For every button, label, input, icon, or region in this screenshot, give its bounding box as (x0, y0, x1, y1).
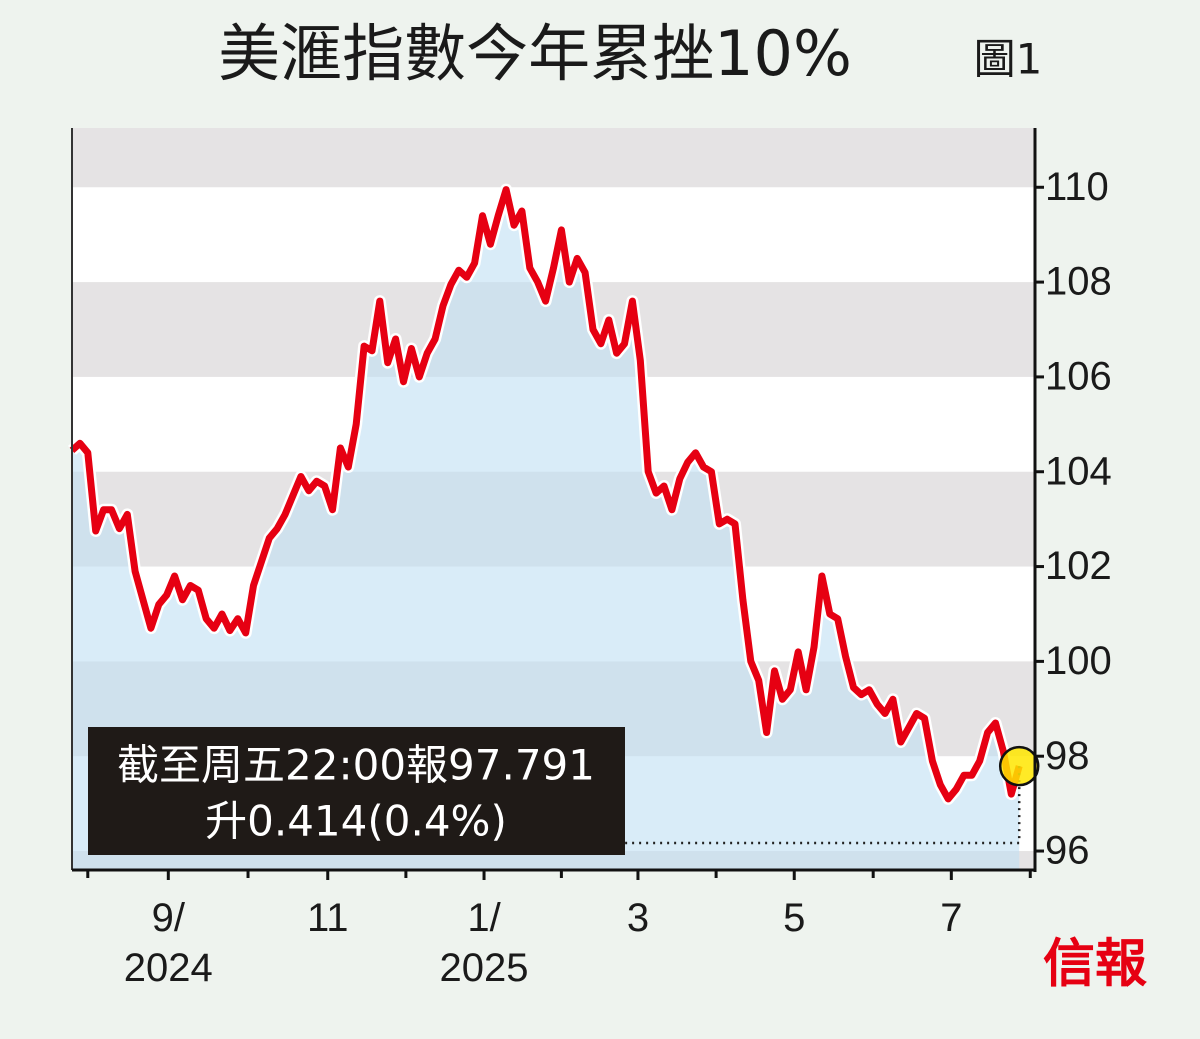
x-tick-label-line: 2024 (124, 946, 213, 990)
x-tick-label: 5 (783, 896, 805, 940)
x-tick-label-line: 7 (940, 896, 962, 940)
x-tick-label-line: 9/ (152, 896, 186, 940)
x-tick-label-line: 1/ (467, 896, 501, 940)
grid-band (72, 128, 1035, 188)
annotation-text: 升0.414(0.4%) (205, 797, 507, 846)
y-tick-label: 110 (1045, 165, 1109, 209)
source-logo: 信報 (1043, 934, 1147, 995)
x-tick-label: 7 (940, 896, 962, 940)
x-tick-label: 1/2025 (440, 896, 529, 990)
y-tick-label: 96 (1045, 829, 1090, 873)
y-tick-label: 104 (1045, 449, 1112, 493)
figure-label: 圖1 (974, 35, 1043, 84)
chart-title: 美滙指數今年累挫10% (218, 17, 852, 90)
y-tick-label: 106 (1045, 354, 1112, 398)
x-tick-label-line: 3 (627, 896, 649, 940)
y-tick-label: 102 (1045, 544, 1112, 588)
annotation-text: 截至周五22:00報97.791 (117, 741, 595, 790)
x-tick-label: 9/2024 (124, 896, 213, 990)
x-tick-label: 11 (307, 896, 349, 940)
line (69, 186, 1023, 803)
x-tick-label-line: 5 (783, 896, 805, 940)
x-tick-label: 3 (627, 896, 649, 940)
y-tick-label: 98 (1045, 734, 1090, 778)
annotation-box (88, 727, 625, 855)
x-tick-label-line: 2025 (440, 946, 529, 990)
last-point (998, 745, 1040, 787)
y-tick-label: 100 (1045, 639, 1112, 683)
y-tick-label: 108 (1045, 260, 1112, 304)
x-tick-label-line: 11 (307, 896, 349, 940)
